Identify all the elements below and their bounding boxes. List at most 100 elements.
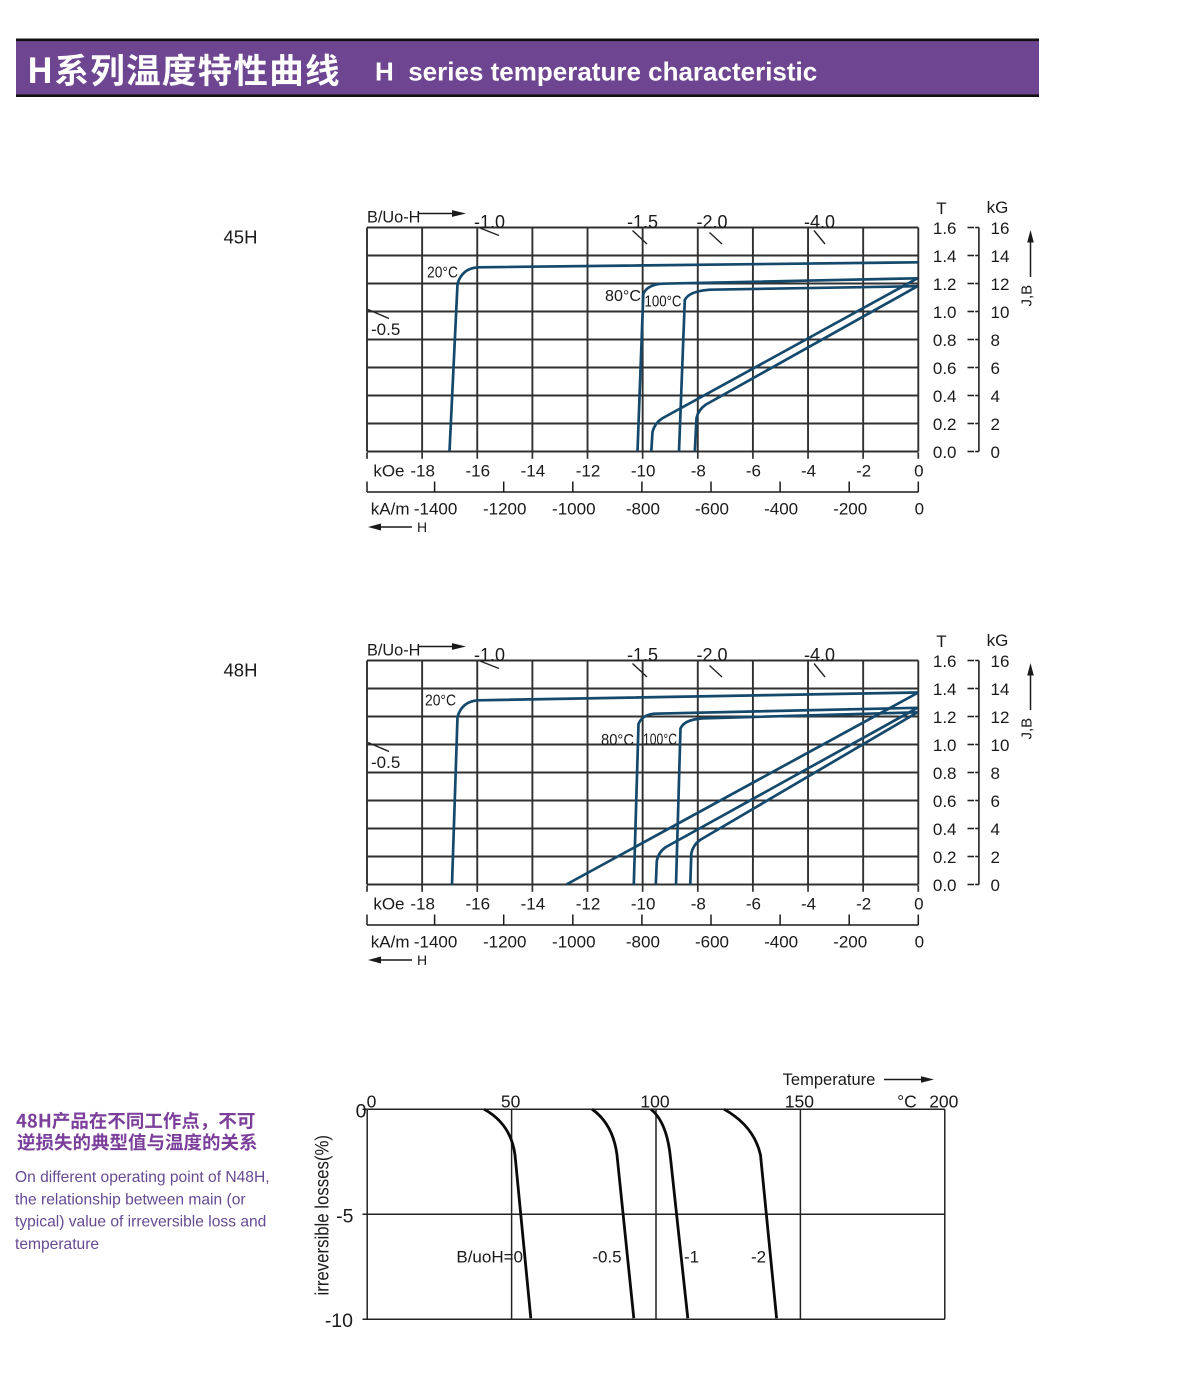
svg-text:-10: -10 [631,462,656,481]
svg-text:-2: -2 [856,895,871,914]
svg-text:kA/m: kA/m [371,500,410,519]
svg-text:typical) value of irreversible: typical) value of irreversible loss and [15,1214,266,1231]
svg-text:temperature: temperature [15,1236,99,1253]
svg-text:6: 6 [991,359,1000,378]
svg-text:14: 14 [991,247,1010,266]
svg-text:0.0: 0.0 [933,443,957,462]
svg-text:-800: -800 [626,500,660,519]
svg-text:12: 12 [991,708,1010,727]
svg-text:On different operating point o: On different operating point of N48H, [15,1169,270,1186]
svg-text:1.4: 1.4 [933,680,957,699]
svg-text:20°C: 20°C [425,693,456,710]
svg-text:50: 50 [501,1091,521,1111]
svg-text:100°C: 100°C [643,732,677,749]
svg-text:8: 8 [991,764,1000,783]
svg-text:-400: -400 [764,933,798,952]
svg-text:-800: -800 [626,933,660,952]
svg-text:45H: 45H [224,227,258,248]
svg-text:-1200: -1200 [483,500,526,519]
svg-text:0.2: 0.2 [933,415,957,434]
svg-text:8: 8 [991,331,1000,350]
svg-text:0.6: 0.6 [933,792,957,811]
svg-text:-16: -16 [465,895,490,914]
svg-text:16: 16 [991,219,1010,238]
svg-text:kG: kG [987,198,1009,217]
svg-text:J,B: J,B [1019,285,1036,307]
svg-text:B/Uo-H: B/Uo-H [367,641,420,659]
svg-text:-2.0: -2.0 [696,645,727,665]
svg-text:-4: -4 [801,462,816,481]
svg-text:4: 4 [991,387,1000,406]
svg-text:1.0: 1.0 [933,303,957,322]
svg-text:0.8: 0.8 [933,331,957,350]
svg-text:H: H [417,952,427,968]
svg-text:100: 100 [640,1091,669,1111]
svg-text:-0.5: -0.5 [592,1248,621,1267]
svg-text:-5: -5 [336,1205,353,1227]
svg-text:-18: -18 [410,462,435,481]
svg-text:0.2: 0.2 [933,848,957,867]
svg-text:2: 2 [991,848,1000,867]
svg-text:-1000: -1000 [552,500,595,519]
svg-text:10: 10 [991,303,1010,322]
svg-text:200: 200 [929,1091,958,1111]
svg-text:kA/m: kA/m [371,933,410,952]
svg-text:1.2: 1.2 [933,708,957,727]
svg-text:-200: -200 [833,500,867,519]
svg-text:-400: -400 [764,500,798,519]
svg-text:-1.0: -1.0 [474,212,505,232]
svg-text:48H: 48H [224,660,258,681]
svg-text:H series temperature characte: H series temperature characteristic [375,57,817,87]
svg-text:-600: -600 [695,933,729,952]
svg-text:1.6: 1.6 [933,652,957,671]
svg-text:0: 0 [991,876,1000,895]
svg-text:-6: -6 [746,895,761,914]
svg-text:-10: -10 [631,895,656,914]
svg-text:0: 0 [356,1101,367,1123]
svg-text:80°C: 80°C [605,288,641,305]
svg-text:-2.0: -2.0 [696,212,727,232]
svg-text:-600: -600 [695,500,729,519]
svg-text:4: 4 [991,820,1000,839]
svg-text:kOe: kOe [373,895,404,914]
svg-text:150: 150 [785,1091,814,1111]
svg-text:2: 2 [991,415,1000,434]
svg-text:-4.0: -4.0 [804,645,835,665]
svg-text:-10: -10 [325,1310,353,1332]
svg-text:80°C: 80°C [601,732,634,749]
svg-text:-8: -8 [691,462,706,481]
svg-text:0: 0 [914,895,923,914]
svg-text:0: 0 [915,933,924,952]
svg-text:-4: -4 [801,895,816,914]
svg-text:-1: -1 [684,1248,699,1267]
svg-text:16: 16 [991,652,1010,671]
svg-text:-1400: -1400 [414,933,457,952]
svg-text:0: 0 [914,462,923,481]
svg-text:J,B: J,B [1019,718,1036,740]
svg-text:6: 6 [991,792,1000,811]
svg-text:0.4: 0.4 [933,820,957,839]
svg-text:0.0: 0.0 [933,876,957,895]
svg-text:-0.5: -0.5 [371,320,400,339]
svg-text:T: T [936,632,946,651]
svg-text:0: 0 [915,500,924,519]
svg-text:-14: -14 [521,462,546,481]
svg-text:-1.5: -1.5 [627,212,658,232]
svg-text:-16: -16 [465,462,490,481]
svg-text:H: H [417,519,427,535]
svg-text:°C: °C [897,1091,917,1111]
svg-text:irreversible losses(%): irreversible losses(%) [312,1135,334,1296]
svg-text:14: 14 [991,680,1010,699]
svg-text:kOe: kOe [373,462,404,481]
svg-text:0: 0 [991,443,1000,462]
svg-text:12: 12 [991,275,1010,294]
svg-text:-2: -2 [856,462,871,481]
svg-text:B/Uo-H: B/Uo-H [367,208,420,226]
svg-text:0.6: 0.6 [933,359,957,378]
svg-text:-1400: -1400 [414,500,457,519]
svg-text:-1000: -1000 [552,933,595,952]
svg-text:100°C: 100°C [645,294,682,311]
svg-text:kG: kG [987,631,1009,650]
svg-text:-12: -12 [576,462,601,481]
svg-text:-0.5: -0.5 [371,753,400,772]
